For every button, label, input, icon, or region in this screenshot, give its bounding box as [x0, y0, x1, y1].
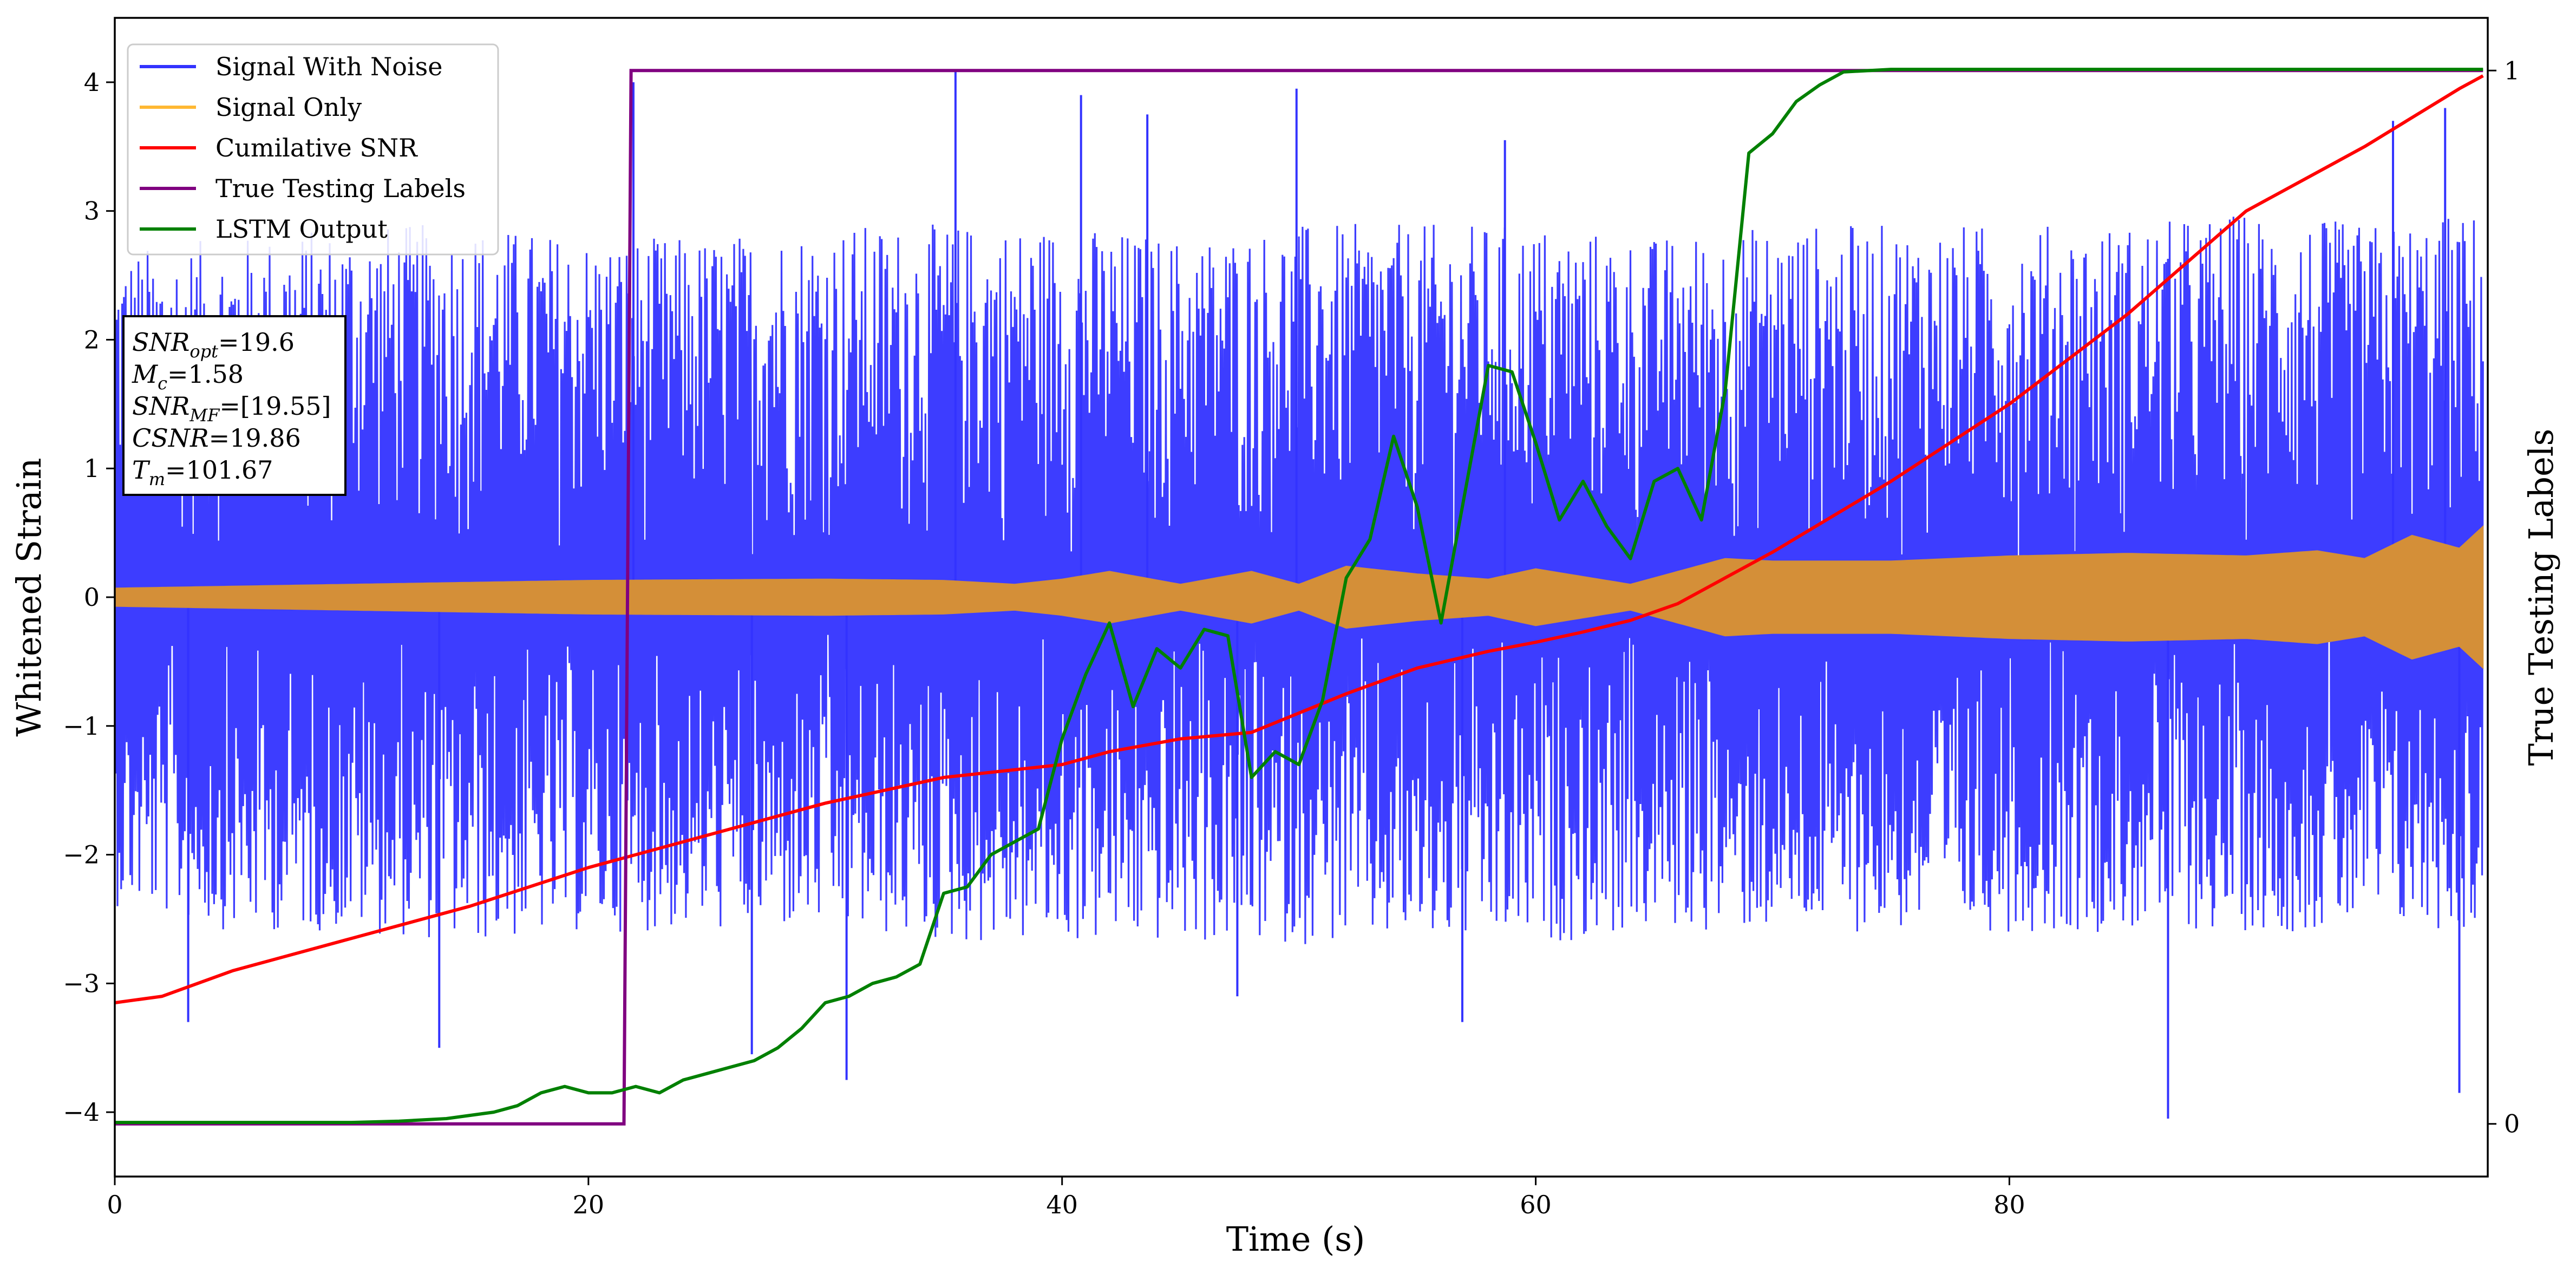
stats-annotation-box: SNRopt=19.6Mc=1.58SNRMF=[19.55]CSNR=19.8…	[122, 315, 346, 496]
annotation-symbol: CSNR	[132, 423, 209, 453]
y-tick-label: 1	[84, 454, 100, 483]
y-tick-label: 3	[84, 197, 100, 226]
x-axis-title: Time (s)	[1226, 1219, 1365, 1259]
x-tick-label: 80	[1993, 1190, 2025, 1219]
y2-tick-label: 0	[2504, 1109, 2520, 1139]
annotation-line: CSNR=19.86	[132, 423, 301, 453]
annotation-symbol: SNR	[132, 391, 189, 421]
annotation-line: SNRMF=[19.55]	[132, 391, 331, 426]
annotation-subscript: opt	[189, 341, 218, 362]
y-tick-label: −3	[63, 969, 100, 998]
legend-label: Signal Only	[215, 93, 362, 122]
y-tick-label: −1	[63, 711, 100, 741]
annotation-line: Tm=101.67	[132, 455, 273, 489]
series-lstm-output	[115, 68, 2483, 1125]
y-axis-left: −4 −3 −2 −1 0 1 2 3 4	[63, 68, 115, 1127]
signal-envelope	[115, 525, 2484, 670]
annotation-subscript: c	[158, 373, 167, 394]
series-cumulative-snr	[115, 74, 2484, 1004]
series-true-testing-labels	[115, 69, 2483, 1126]
y-tick-label: 4	[84, 68, 100, 97]
y-axis-right: 01	[2488, 56, 2520, 1139]
x-tick-label: 60	[1520, 1190, 1552, 1219]
annotation-line: SNRopt=19.6	[132, 328, 295, 362]
x-tick-label: 0	[107, 1190, 122, 1219]
legend-label: LSTM Output	[215, 214, 388, 244]
legend: Signal With Noise Signal Only Cumilative S…	[127, 43, 499, 256]
annotation-value: =[19.55]	[219, 391, 331, 421]
annotation-value: =101.67	[165, 455, 273, 485]
annotation-subscript: MF	[189, 405, 220, 426]
x-tick-label: 40	[1046, 1190, 1078, 1219]
y-tick-label: 2	[84, 325, 100, 354]
y2-axis-title: True Testing Labels	[2521, 429, 2561, 766]
legend-label: Cumilative SNR	[215, 133, 418, 162]
legend-box	[127, 43, 499, 256]
annotation-subscript: m	[149, 469, 165, 489]
y-tick-label: −4	[63, 1097, 100, 1127]
series-signal-with-noise	[115, 69, 2484, 1119]
legend-label: True Testing Labels	[215, 174, 466, 203]
annotation-value: =1.58	[167, 360, 244, 389]
y2-tick-label: 1	[2504, 56, 2520, 85]
y-tick-label: −2	[63, 840, 100, 870]
annotation-line: Mc=1.58	[132, 360, 244, 394]
series-layer	[115, 68, 2484, 1126]
y-tick-label: 0	[84, 583, 100, 612]
series-signal-only	[115, 525, 2484, 670]
legend-label: Signal With Noise	[215, 52, 442, 81]
annotation-symbol: SNR	[132, 328, 189, 357]
annotation-symbol: M	[132, 360, 159, 389]
y-axis-title: Whitened Strain	[9, 458, 49, 737]
annotation-value: =19.86	[209, 423, 301, 453]
annotation-symbol: T	[132, 455, 151, 485]
x-axis: 0 20 40 60 80	[107, 1177, 2025, 1219]
x-tick-label: 20	[573, 1190, 605, 1219]
annotation-box	[122, 315, 346, 496]
annotation-value: =19.6	[218, 328, 295, 357]
